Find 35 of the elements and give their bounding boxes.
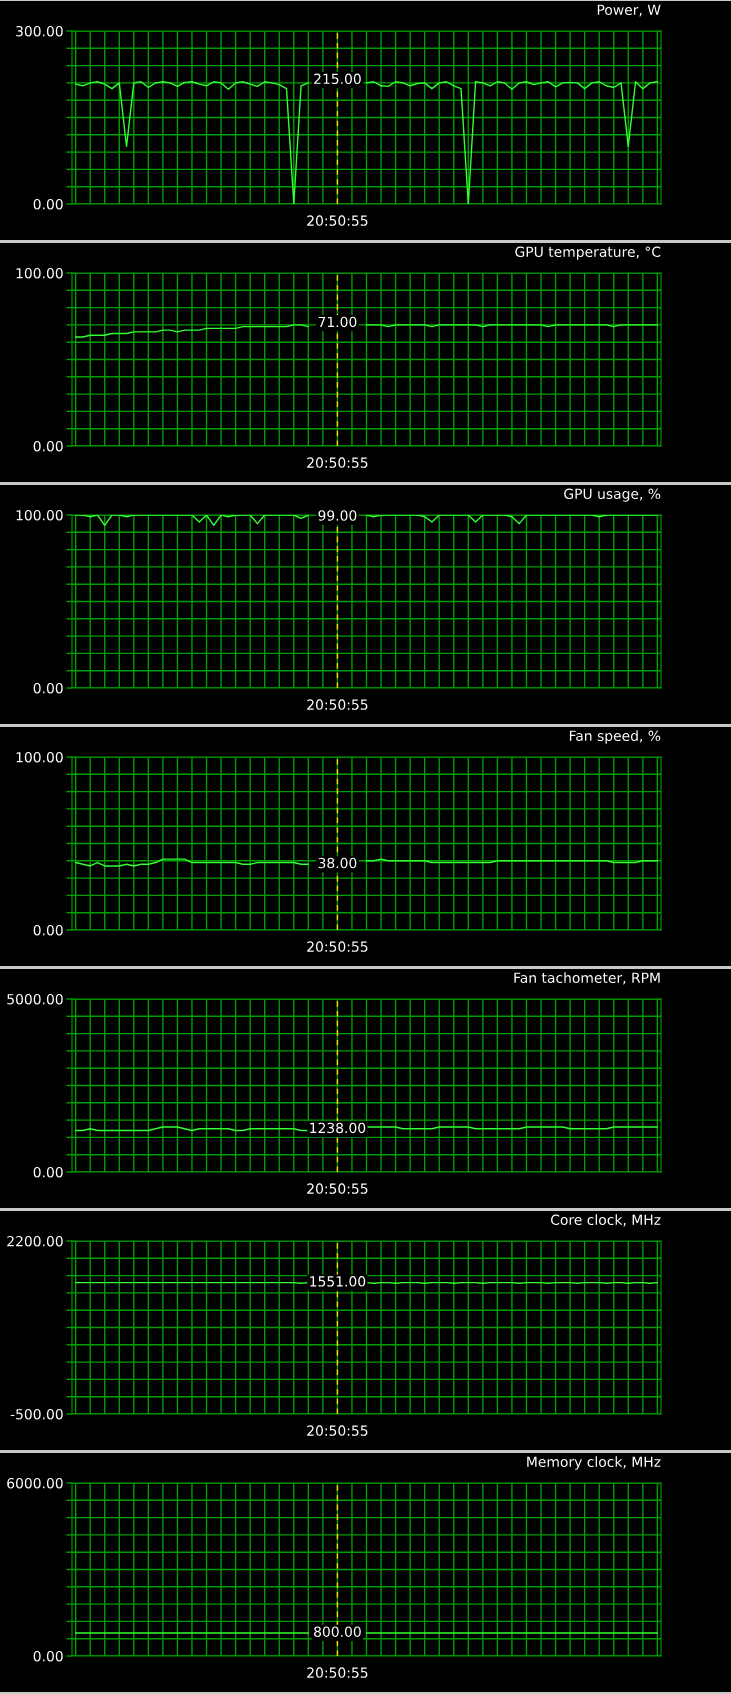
y-tick-label: 2200.00 [7,1235,63,1247]
x-tick-label: 20:50:55 [307,941,368,952]
y-tick-label: 100.00 [16,267,63,279]
annotation: 215.00 [314,73,361,85]
x-tick-label: 20:50:55 [307,1667,368,1678]
chart-title: Fan tachometer, RPM [514,972,660,985]
y-tick-label: 0.00 [33,440,63,452]
y-tick-label: -500.00 [10,1408,63,1420]
annotation: 38.00 [318,857,357,869]
y-tick-label: 0.00 [33,198,63,210]
x-tick-label: 20:50:55 [307,1183,368,1194]
annotation: 99.00 [318,510,357,521]
y-tick-label: 100.00 [16,509,63,521]
annotation: 1238.00 [310,1122,366,1134]
y-tick-label: 300.00 [16,25,63,37]
y-tick-label: 0.00 [33,1650,63,1662]
x-tick-label: 20:50:55 [307,699,368,710]
annotation: 800.00 [314,1626,361,1637]
y-tick-label: 0.00 [33,924,63,936]
chart-title: Memory clock, MHz [527,1456,661,1470]
x-tick-label: 20:50:55 [307,215,368,226]
chart-title: Fan speed, % [569,730,661,744]
y-tick-label: 0.00 [33,1166,63,1178]
chart-title: Power, W [597,4,661,17]
y-tick-label: 5000.00 [7,993,63,1005]
x-tick-label: 20:50:55 [307,457,368,468]
chart-title: GPU temperature, °C [515,246,661,260]
chart-title: GPU usage, % [564,488,661,502]
chart-title: Core clock, MHz [551,1214,661,1227]
y-tick-label: 100.00 [16,751,63,763]
y-tick-label: 6000.00 [7,1477,63,1489]
x-tick-label: 20:50:55 [307,1425,368,1436]
annotation: 71.00 [318,316,357,328]
y-tick-label: 0.00 [33,682,63,694]
annotation: 1551.00 [310,1276,366,1287]
